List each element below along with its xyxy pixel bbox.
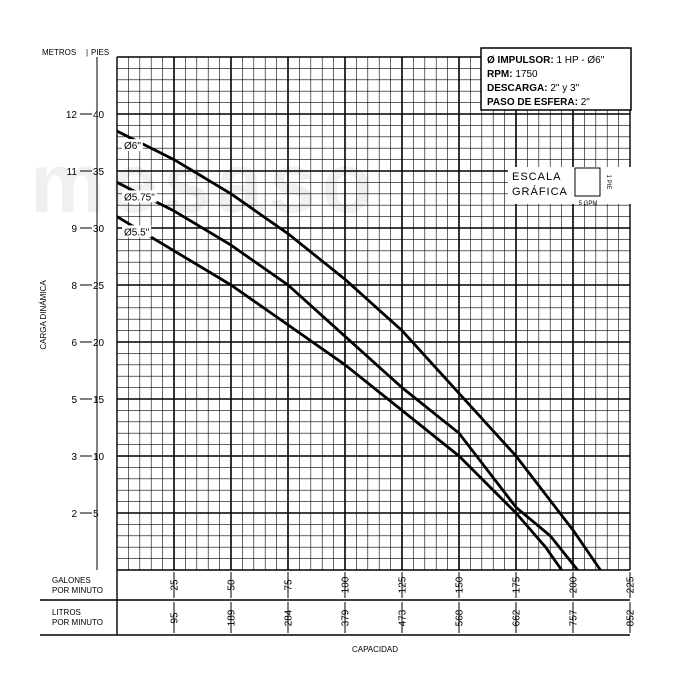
lpm-row-label-line2: POR MINUTO [52,618,103,627]
y-tick-label-meters: 12 [66,110,78,121]
scale-square [574,167,601,197]
y-tick-label-feet: 35 [93,167,105,178]
y-tick-label-meters: 3 [71,452,77,463]
y-tick-label-feet: 20 [93,338,105,349]
y-unit-meters: METROS [42,48,76,57]
curve-label-background [122,225,152,238]
y-tick-label-feet: 10 [93,452,105,463]
spec-info-box: Ø IMPULSOR: 1 HP - Ø6" RPM: 1750 DESCARGA:… [480,47,632,111]
y-tick-label-meters: 5 [71,395,77,406]
spec-value: 1 HP - Ø6" [554,55,605,66]
spec-label: DESCARGA: [487,83,548,94]
spec-line: RPM: 1750 [487,69,538,80]
spec-label: Ø IMPULSOR: [487,55,554,66]
gpm-row-label-line2: POR MINUTO [52,586,103,595]
gpm-tick-label: 125 [398,576,409,593]
y-tick-label-meters: 6 [71,338,77,349]
curve-2 [116,181,579,571]
spec-label: RPM: [487,69,513,80]
lpm-tick-label: 189 [227,609,238,626]
lpm-tick-label: 852 [626,609,637,626]
y-tick-label-feet: 25 [93,281,105,292]
y-tick-label-feet: 15 [93,395,105,406]
gpm-tick-label: 200 [569,576,580,593]
scale-x-unit: 5 GPM [579,201,598,207]
lpm-tick-label: 757 [569,609,580,626]
curve-series: Ø6" Ø5.75" Ø5.5" [116,129,602,571]
curve-label: Ø5.75" [124,192,155,203]
lpm-row-label-line1: LITROS [52,608,81,617]
y-tick-label-feet: 5 [93,509,99,520]
gpm-tick-label: 225 [626,576,637,593]
scale-title-line1: ESCALA [512,171,561,183]
gpm-tick-label: 150 [455,576,466,593]
spec-value: 2" [578,97,590,108]
spec-line: Ø IMPULSOR: 1 HP - Ø6" [487,55,605,66]
x-axis: 25 95 50 189 75 284 100 379 125 473 150 568 175 662 20… [40,570,637,636]
y-tick-label-meters: 11 [67,167,78,178]
spec-value: 2" y 3" [548,83,580,94]
graphic-scale: ESCALA GRÁFICA 1 PIE 5 GPM [508,167,633,207]
spec-value: 1750 [513,69,538,80]
y-tick-label-feet: 40 [93,110,105,121]
y-tick-label-meters: 2 [71,509,77,520]
lpm-tick-label: 379 [341,609,352,626]
y-tick-label-meters: 9 [71,224,77,235]
lpm-tick-label: 95 [170,612,181,624]
y-tick-label-feet: 30 [93,224,105,235]
lpm-tick-label: 284 [284,609,295,626]
scale-y-unit: 1 PIE [605,175,611,190]
gpm-tick-label: 100 [341,576,352,593]
y-unit-feet: PIES [91,48,109,57]
lpm-tick-label: 568 [455,609,466,626]
lpm-tick-label: 662 [512,609,523,626]
y-tick-label-meters: 8 [71,281,77,292]
curve-label-background [122,190,157,203]
curve-3 [116,215,563,571]
major-grid [116,56,631,571]
gpm-tick-label: 75 [284,579,295,591]
scale-background [508,167,633,204]
y-unit-separator: | [86,48,88,57]
x-axis-title: CAPACIDAD [352,645,398,654]
spec-label: PASO DE ESFERA: [487,97,578,108]
gpm-tick-label: 50 [227,579,238,591]
y-axis-title: CARGA DINÁMICA [39,280,48,350]
brand-watermark: mesaso [30,136,379,230]
minor-grid [117,57,630,570]
gpm-row-label-line1: GALONES [52,576,91,585]
y-axis: 5 2 10 3 15 5 20 6 25 8 30 9 35 11 40 12 [66,57,105,570]
curve-label: Ø6" [124,141,141,152]
spec-line: PASO DE ESFERA: 2" [487,97,590,108]
curve-1 [116,129,602,571]
spec-line: DESCARGA: 2" y 3" [487,83,580,94]
spec-box-frame [480,47,632,111]
scale-title-line2: GRÁFICA [512,185,568,198]
curve-label-background [122,139,143,152]
lpm-tick-label: 473 [398,609,409,626]
gpm-tick-label: 175 [512,576,523,593]
curve-label: Ø5.5" [124,227,150,238]
watermark-text: mesaso [30,136,379,230]
gpm-tick-label: 25 [170,579,181,591]
